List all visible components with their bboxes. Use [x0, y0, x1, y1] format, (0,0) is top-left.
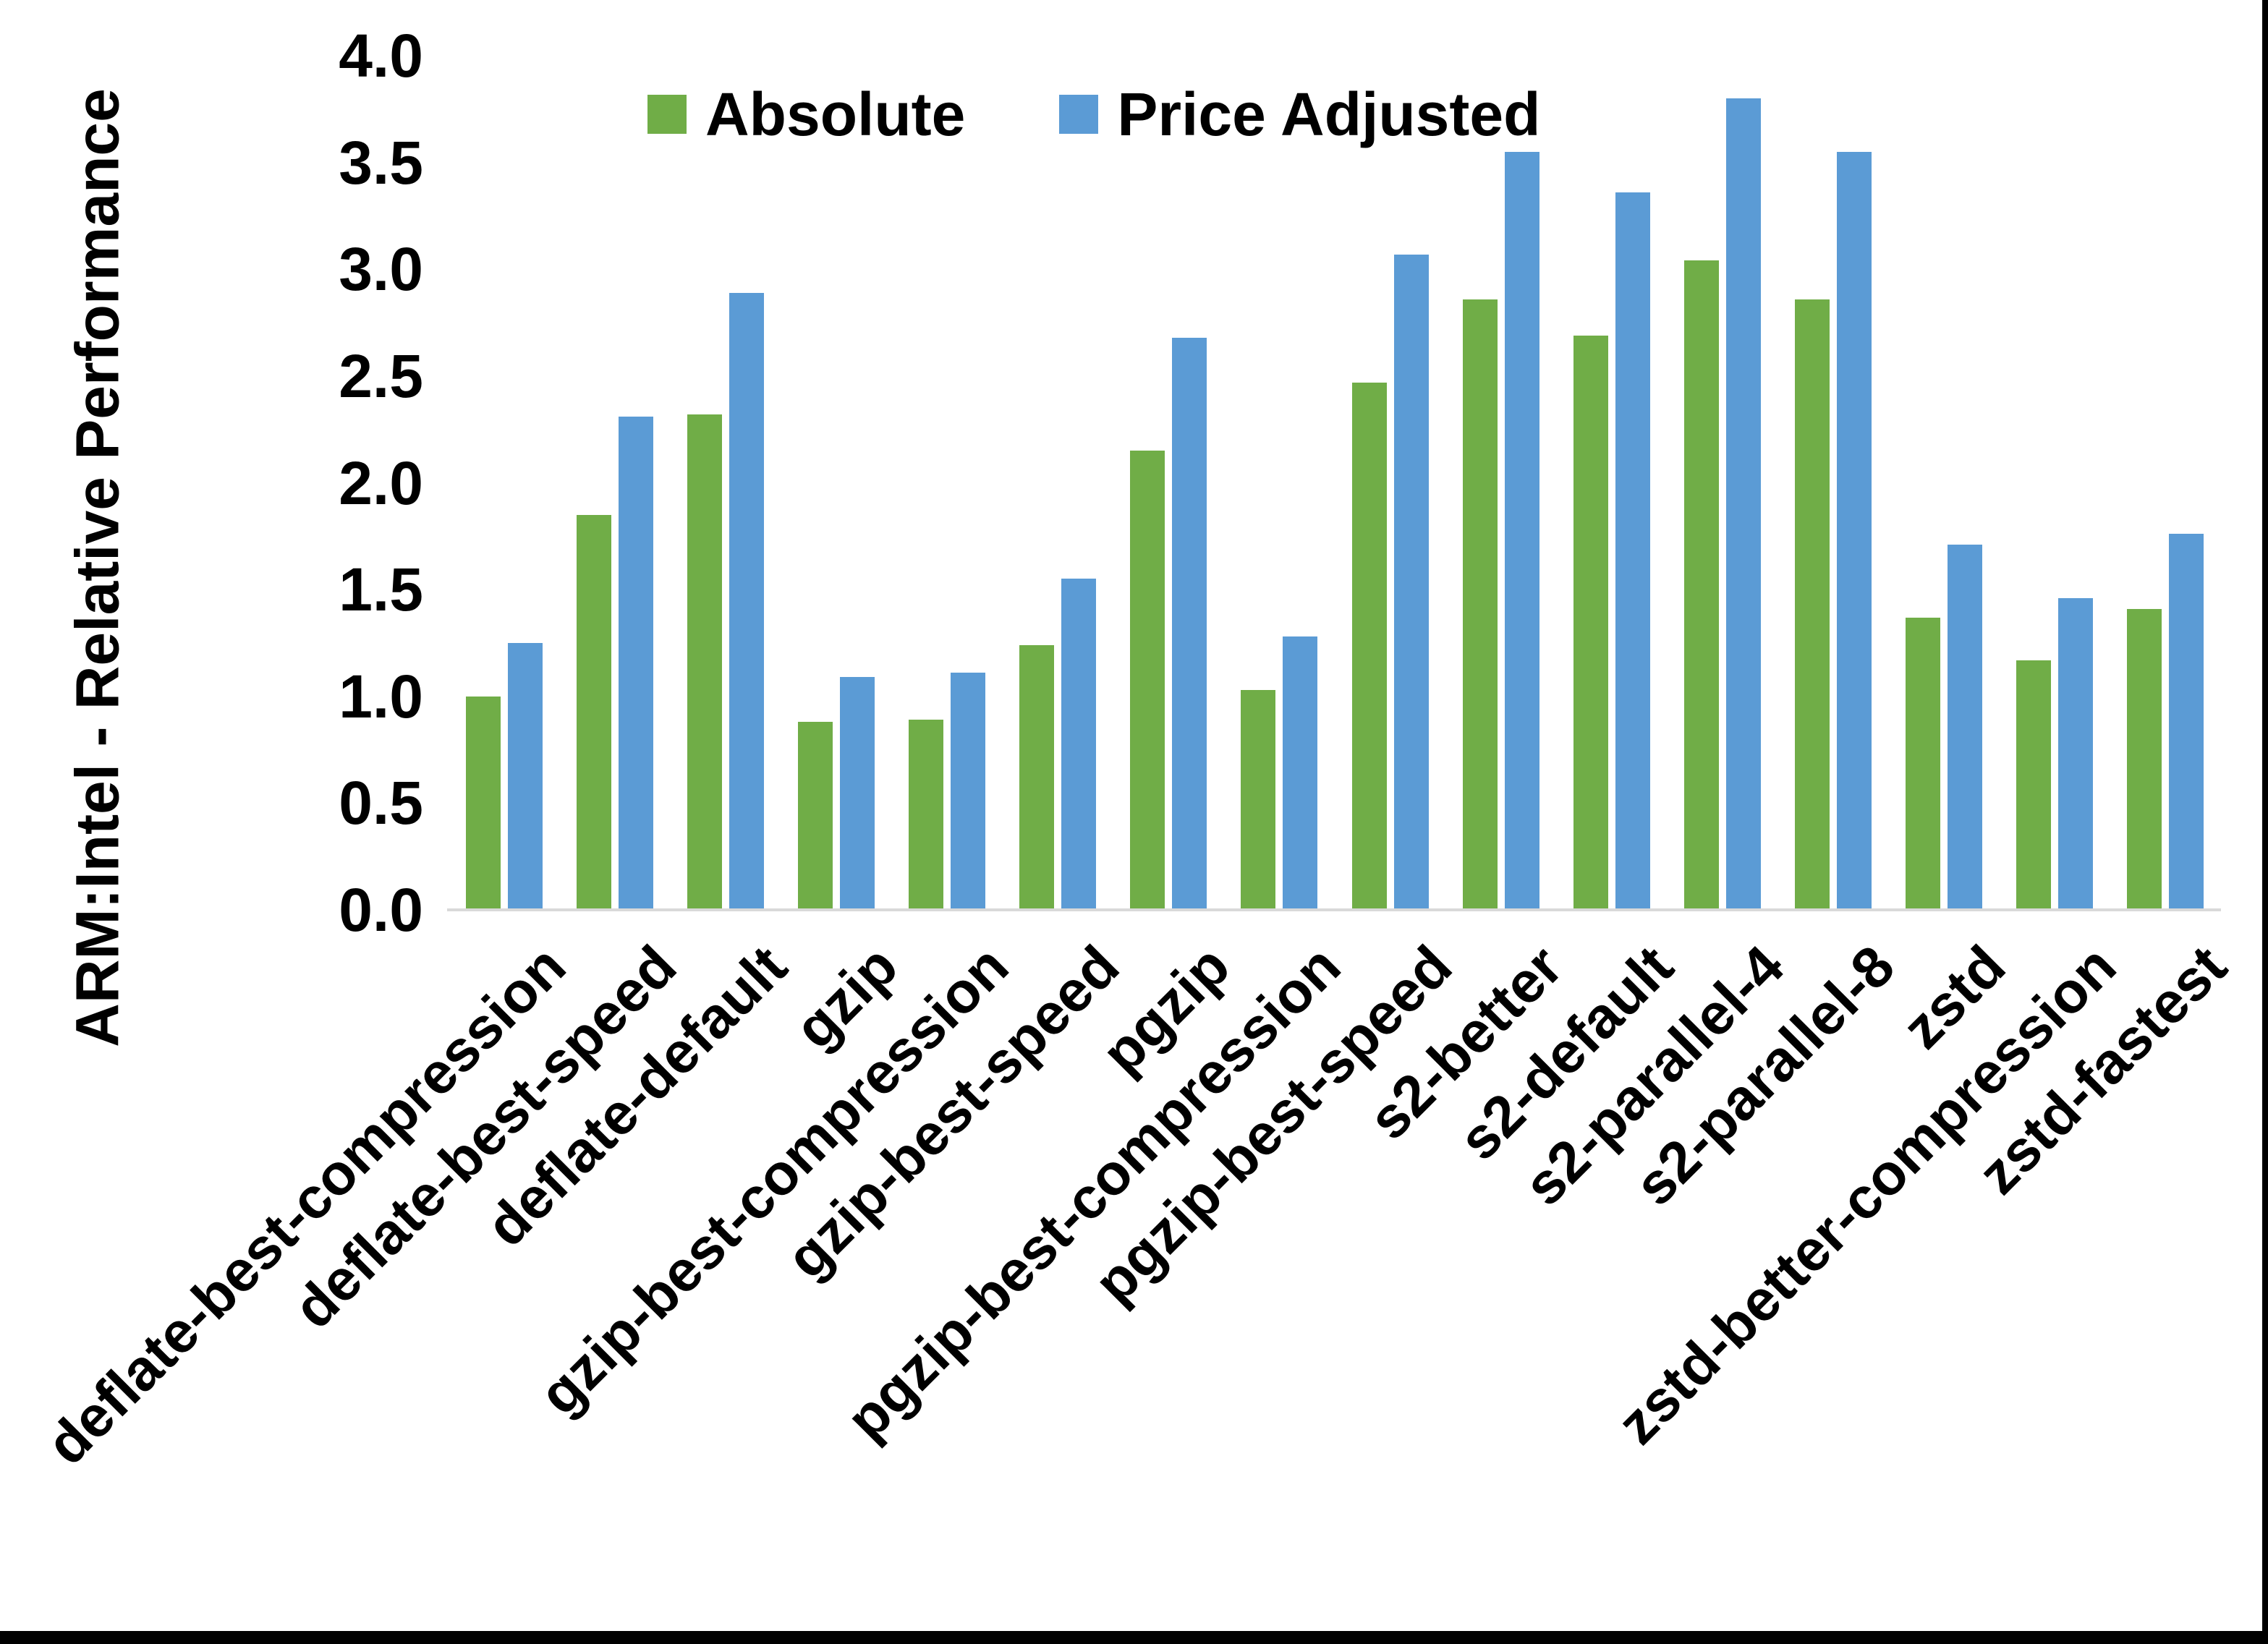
y-tick-label: 1.0	[339, 662, 423, 731]
x-axis-line	[447, 908, 2221, 911]
y-tick-label: 4.0	[339, 22, 423, 90]
bar	[1573, 335, 1608, 910]
plot-area	[449, 56, 2221, 910]
bar-group	[1778, 56, 1889, 910]
bar-group	[1113, 56, 1224, 910]
bar-group	[1445, 56, 1556, 910]
y-tick-label: 3.5	[339, 128, 423, 197]
bar	[1393, 254, 1429, 910]
bar	[729, 292, 764, 910]
bar-group	[1335, 56, 1445, 910]
bar	[1462, 299, 1498, 910]
legend-item: Absolute	[647, 84, 965, 145]
bar	[1241, 689, 1276, 910]
legend-swatch-icon	[1059, 95, 1099, 134]
bar	[1725, 98, 1761, 910]
bar-group	[892, 56, 1003, 910]
bar	[507, 642, 543, 910]
screen-border-bottom	[0, 1631, 2268, 1644]
bar-group	[1556, 56, 1667, 910]
bar	[1061, 579, 1097, 910]
screen-border-right	[2262, 0, 2268, 1644]
bar-group	[781, 56, 891, 910]
y-tick-label: 0.0	[339, 876, 423, 944]
legend: Absolute Price Adjusted	[647, 84, 1540, 145]
y-tick-label: 1.5	[339, 555, 423, 624]
legend-swatch-icon	[647, 95, 687, 134]
bar	[1795, 299, 1830, 910]
bar	[1837, 151, 1872, 910]
bar	[1504, 151, 1539, 910]
y-tick-label: 2.5	[339, 341, 423, 410]
bar	[618, 416, 653, 910]
bar	[1283, 636, 1318, 910]
bar	[1019, 644, 1055, 910]
bar	[2058, 597, 2094, 910]
bar	[2016, 660, 2052, 910]
bar	[1172, 337, 1207, 910]
bar-group	[1003, 56, 1113, 910]
bar-group	[559, 56, 670, 910]
bar	[2127, 608, 2162, 910]
bar-group	[1667, 56, 1778, 910]
bar-group	[2110, 56, 2221, 910]
bar	[951, 673, 986, 910]
bar	[1130, 451, 1165, 910]
bar	[839, 677, 875, 910]
y-tick-label: 3.0	[339, 235, 423, 304]
bar	[1683, 260, 1719, 910]
y-tick-label: 2.0	[339, 448, 423, 517]
y-tick-label: 0.5	[339, 769, 423, 838]
bar	[576, 514, 611, 910]
bar	[797, 722, 833, 910]
bar	[687, 414, 722, 910]
legend-label: Price Adjusted	[1117, 80, 1541, 148]
bar	[1351, 382, 1387, 910]
bar	[1615, 192, 1650, 910]
bar-group	[1224, 56, 1335, 910]
bar	[909, 720, 944, 910]
bar	[2169, 534, 2204, 910]
bar-group	[1889, 56, 2000, 910]
bar-group	[449, 56, 559, 910]
bar	[465, 696, 501, 910]
bar	[1948, 545, 1983, 910]
bar-group	[670, 56, 781, 910]
legend-label: Absolute	[705, 80, 966, 148]
legend-item: Price Adjusted	[1059, 84, 1540, 145]
bar-group	[2000, 56, 2110, 910]
bar	[1906, 617, 1941, 910]
